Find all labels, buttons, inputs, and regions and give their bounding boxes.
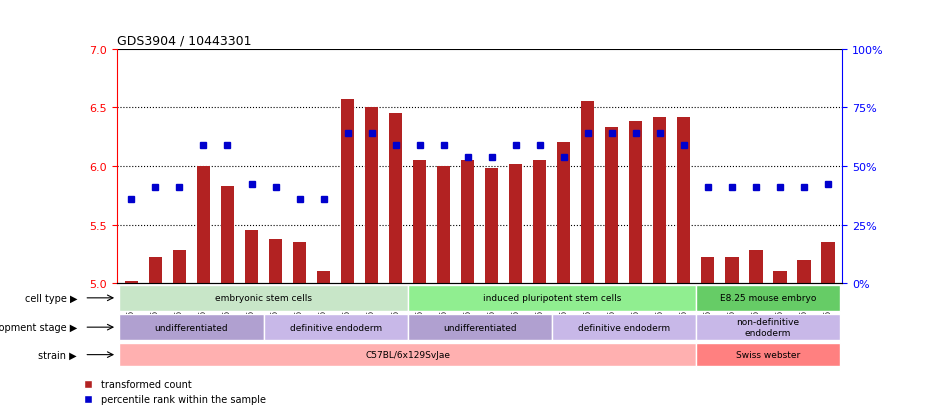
Text: strain ▶: strain ▶	[38, 350, 77, 360]
FancyBboxPatch shape	[408, 285, 695, 311]
FancyBboxPatch shape	[695, 343, 840, 366]
FancyBboxPatch shape	[120, 343, 695, 366]
Text: embryonic stem cells: embryonic stem cells	[215, 294, 312, 303]
Bar	[269, 239, 282, 283]
Bar	[173, 251, 186, 283]
Bar	[124, 281, 138, 283]
Text: Swiss webster: Swiss webster	[736, 350, 800, 359]
Text: GDS3904 / 10443301: GDS3904 / 10443301	[117, 34, 252, 47]
Bar	[653, 117, 666, 283]
Bar	[485, 169, 498, 283]
FancyBboxPatch shape	[551, 314, 695, 341]
Bar	[437, 166, 450, 283]
Bar	[221, 186, 234, 283]
Bar	[773, 272, 786, 283]
Bar	[750, 251, 763, 283]
Bar	[461, 161, 475, 283]
Text: E8.25 mouse embryo: E8.25 mouse embryo	[720, 294, 816, 303]
Text: non-definitive
endoderm: non-definitive endoderm	[737, 318, 799, 337]
Bar	[317, 272, 330, 283]
Bar	[701, 258, 714, 283]
Text: development stage ▶: development stage ▶	[0, 323, 77, 332]
Text: definitive endoderm: definitive endoderm	[578, 323, 670, 332]
FancyBboxPatch shape	[120, 285, 408, 311]
Text: cell type ▶: cell type ▶	[24, 293, 77, 303]
Bar	[197, 166, 210, 283]
FancyBboxPatch shape	[120, 314, 264, 341]
Bar	[509, 164, 522, 283]
Bar	[629, 122, 642, 283]
Bar	[678, 117, 691, 283]
Bar	[149, 258, 162, 283]
Bar	[534, 161, 547, 283]
Bar	[725, 258, 739, 283]
Text: undifferentiated: undifferentiated	[154, 323, 228, 332]
Bar	[797, 260, 811, 283]
Bar	[341, 100, 354, 283]
Bar	[413, 161, 426, 283]
Text: C57BL/6x129SvJae: C57BL/6x129SvJae	[365, 350, 450, 359]
Bar	[389, 114, 402, 283]
Bar	[822, 242, 835, 283]
Bar	[293, 242, 306, 283]
Text: definitive endoderm: definitive endoderm	[289, 323, 382, 332]
Text: induced pluripotent stem cells: induced pluripotent stem cells	[483, 294, 621, 303]
FancyBboxPatch shape	[264, 314, 408, 341]
Bar	[365, 108, 378, 283]
FancyBboxPatch shape	[695, 285, 840, 311]
Legend: transformed count, percentile rank within the sample: transformed count, percentile rank withi…	[80, 375, 270, 408]
Bar	[581, 102, 594, 283]
Bar	[557, 143, 570, 283]
FancyBboxPatch shape	[408, 314, 551, 341]
Bar	[606, 128, 619, 283]
Text: undifferentiated: undifferentiated	[443, 323, 517, 332]
FancyBboxPatch shape	[695, 314, 840, 341]
Bar	[245, 231, 258, 283]
